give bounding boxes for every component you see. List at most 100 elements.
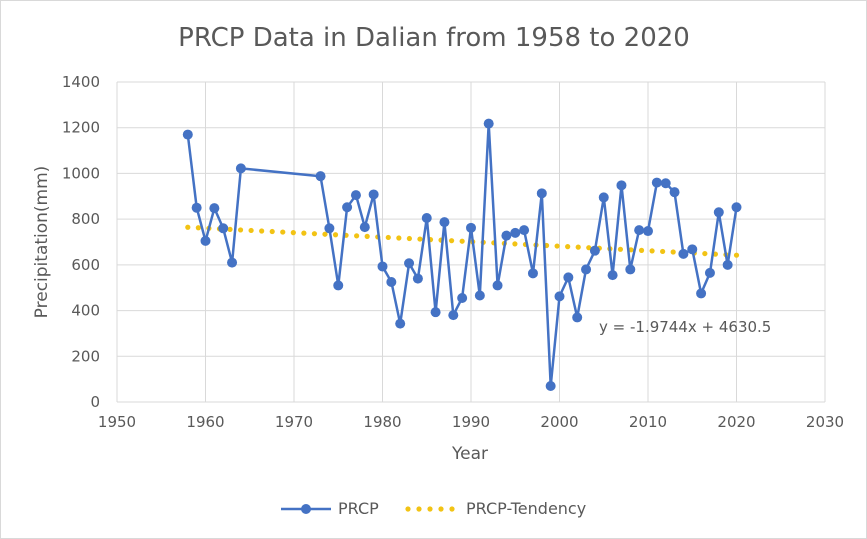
trendline-dot xyxy=(565,243,571,250)
trendline-equation: y = -1.9744x + 4630.5 xyxy=(599,318,771,336)
legend-tendency-label: PRCP-Tendency xyxy=(466,499,586,518)
prcp-point xyxy=(634,225,645,236)
prcp-point xyxy=(368,189,379,200)
y-tick-label: 800 xyxy=(71,210,100,228)
trendline-dot xyxy=(385,234,391,241)
y-tick-label: 400 xyxy=(71,302,100,320)
prcp-point xyxy=(342,202,353,213)
prcp-point xyxy=(421,213,432,223)
prcp-point xyxy=(660,178,671,189)
prcp-point xyxy=(643,226,653,237)
prcp-point xyxy=(395,318,406,329)
prcp-point xyxy=(235,163,246,174)
prcp-point xyxy=(412,273,423,284)
x-tick-label: 1960 xyxy=(186,413,224,431)
y-tick-label: 1400 xyxy=(62,73,100,91)
x-tick-label: 2000 xyxy=(540,413,578,431)
prcp-point xyxy=(333,280,344,291)
prcp-point xyxy=(404,258,415,269)
prcp-point xyxy=(669,187,680,198)
trendline-dot xyxy=(586,245,592,251)
legend-prcp-label: PRCP xyxy=(338,499,379,518)
prcp-point xyxy=(377,261,388,272)
x-tick-label: 1990 xyxy=(452,413,490,431)
prcp-line xyxy=(186,122,738,388)
prcp-point xyxy=(448,310,459,321)
prcp-point xyxy=(182,129,193,140)
x-tick-label: 2030 xyxy=(806,413,844,431)
prcp-point xyxy=(350,190,361,201)
prcp-point xyxy=(722,259,733,270)
trendline-dot xyxy=(733,252,740,258)
trendline-dot xyxy=(649,248,655,254)
prcp-point xyxy=(324,223,335,234)
prcp-point xyxy=(510,227,521,238)
y-tick-label: 1000 xyxy=(62,164,100,182)
trendline-dot xyxy=(448,238,455,244)
y-axis-title: Precipitation(mm) xyxy=(32,166,52,319)
prcp-point xyxy=(227,257,238,268)
trendline-dot xyxy=(332,232,339,238)
prcp-point xyxy=(536,188,547,199)
prcp-point xyxy=(598,192,609,203)
trendline-dot xyxy=(237,227,244,233)
x-axis-title: Year xyxy=(451,444,488,464)
prcp-point xyxy=(315,171,326,182)
trendline-dot xyxy=(280,229,286,235)
prcp-point xyxy=(687,244,698,255)
prcp-point xyxy=(430,307,441,318)
prcp-point xyxy=(607,270,618,281)
prcp-point xyxy=(651,177,662,188)
prcp-point xyxy=(581,264,592,275)
x-tick-label: 1950 xyxy=(98,413,136,431)
trendline-dot xyxy=(290,230,296,236)
y-tick-label: 1200 xyxy=(62,119,100,137)
trendline-dot xyxy=(512,241,518,247)
trendline-dot xyxy=(195,225,201,231)
trendline-dot xyxy=(364,233,370,239)
trendline-dot xyxy=(248,227,254,234)
trendline-dot xyxy=(638,247,645,253)
prcp-point xyxy=(483,118,494,129)
trendline-dot xyxy=(459,238,465,244)
trendline-dot xyxy=(269,228,275,235)
trendline-dot xyxy=(406,235,412,242)
trendline-dot xyxy=(322,231,328,237)
prcp-point xyxy=(501,230,512,241)
prcp-point xyxy=(589,245,600,256)
prcp-point xyxy=(696,288,707,299)
legend-tendency-dot xyxy=(416,506,422,512)
trendline-dot xyxy=(259,228,265,234)
y-tick-label: 200 xyxy=(71,347,100,365)
trendline-dot xyxy=(575,244,581,250)
prcp-point xyxy=(713,207,724,218)
trendline-dot xyxy=(301,230,307,236)
legend-tendency-dot xyxy=(405,506,411,512)
trendline-dot xyxy=(702,250,708,257)
trendline xyxy=(185,224,740,258)
prcp-point xyxy=(572,312,583,323)
prcp-point xyxy=(563,272,574,283)
prcp-point xyxy=(704,267,715,278)
trendline-dot xyxy=(617,246,624,252)
prcp-point xyxy=(386,277,397,287)
trendline-dot xyxy=(670,249,676,255)
prcp-point xyxy=(466,222,476,233)
prcp-point xyxy=(209,203,220,214)
prcp-point xyxy=(527,268,538,279)
x-tick-label: 2020 xyxy=(717,413,755,431)
legend-prcp-marker xyxy=(301,504,311,514)
trendline-dot xyxy=(417,236,423,242)
prcp-point xyxy=(474,290,485,301)
legend-tendency-dots xyxy=(405,506,455,512)
legend: PRCP PRCP-Tendency xyxy=(281,499,586,518)
prcp-series xyxy=(182,118,742,391)
legend-tendency-dot xyxy=(427,506,433,512)
prcp-point xyxy=(218,223,229,234)
x-tick-label: 1980 xyxy=(363,413,401,431)
trendline-dot xyxy=(628,247,634,253)
prcp-point xyxy=(457,293,468,303)
legend-tendency-dot xyxy=(438,506,444,512)
prcp-point xyxy=(492,280,503,291)
